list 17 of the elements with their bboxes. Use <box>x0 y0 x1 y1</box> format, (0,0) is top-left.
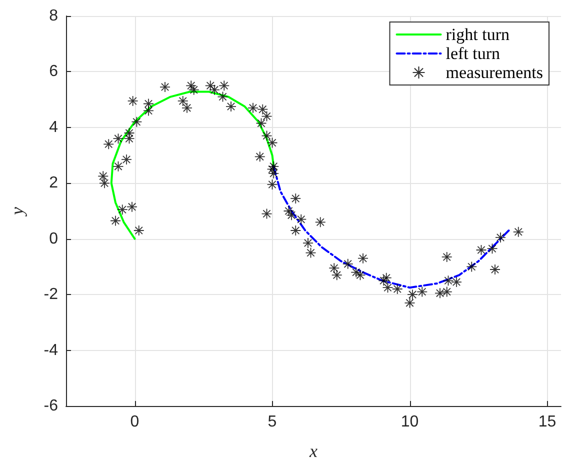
y-tick-label: 4 <box>49 118 58 136</box>
x-axis-title: x <box>308 441 318 461</box>
y-tick-label: -4 <box>44 342 58 359</box>
x-tick-label: 15 <box>538 414 556 430</box>
y-tick-label: 6 <box>49 63 58 80</box>
y-axis-title: y <box>7 207 27 217</box>
y-tick-label: 0 <box>49 230 58 248</box>
x-tick-label: 10 <box>400 414 419 430</box>
y-tick-label: 2 <box>49 174 58 192</box>
legend-label: measurements <box>446 63 544 82</box>
y-tick-label: -6 <box>44 398 58 414</box>
y-tick-label: -2 <box>44 286 58 304</box>
legend-label: right turn <box>446 25 510 44</box>
legend-label: left turn <box>446 44 501 63</box>
y-tick-label: 8 <box>49 8 58 24</box>
x-tick-label: 0 <box>130 414 140 430</box>
x-tick-label: 5 <box>268 414 277 430</box>
